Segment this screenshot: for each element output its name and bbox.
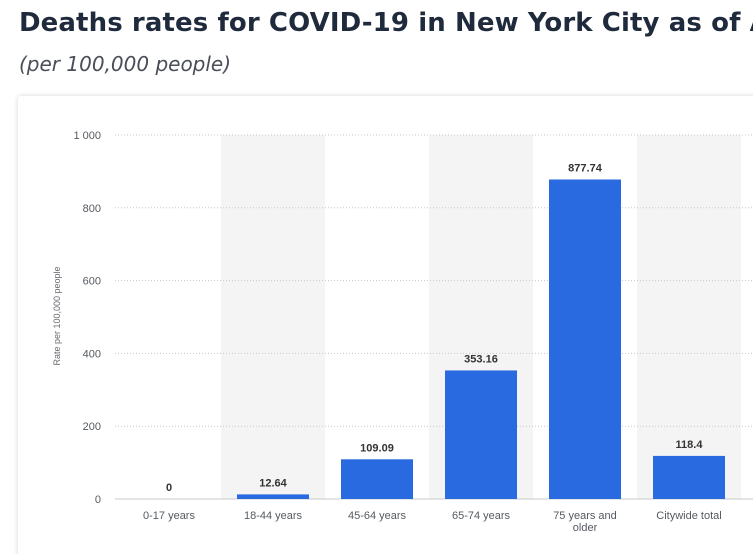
value-label: 109.09 xyxy=(360,442,394,454)
bar xyxy=(341,459,413,499)
y-tick-label: 600 xyxy=(83,276,101,288)
y-tick-label: 400 xyxy=(83,348,101,360)
value-label: 353.16 xyxy=(464,353,498,365)
value-label: 0 xyxy=(166,482,172,494)
value-label: 118.4 xyxy=(676,439,704,451)
chart-subtitle: (per 100,000 people) xyxy=(19,52,232,76)
bar xyxy=(445,370,517,499)
value-label: 12.64 xyxy=(259,477,287,489)
chart-title: Deaths rates for COVID-19 in New York Ci… xyxy=(19,8,753,38)
chart-card: 0 200 400 600 800 1 000 0 12.64 109.09 353.16 877… xyxy=(18,96,753,554)
x-tick-label: 18-44 years xyxy=(244,510,303,522)
x-tick-label: Citywide total xyxy=(656,510,721,522)
bar xyxy=(653,455,725,499)
bars xyxy=(237,179,725,500)
y-axis-ticks: 0 200 400 600 800 1 000 xyxy=(73,130,101,506)
category-band xyxy=(221,135,325,499)
y-axis-label: Rate per 100,000 people xyxy=(52,266,62,365)
y-tick-label: 800 xyxy=(83,203,101,215)
x-tick-label: 75 years and xyxy=(553,510,617,522)
x-tick-label: 65-74 years xyxy=(452,510,511,522)
category-bands xyxy=(221,135,741,499)
category-band xyxy=(637,135,741,499)
bar xyxy=(549,179,621,500)
x-tick-label: 45-64 years xyxy=(348,510,407,522)
x-tick-label: older xyxy=(573,522,598,534)
y-tick-label: 0 xyxy=(95,494,101,506)
y-tick-label: 1 000 xyxy=(73,130,101,142)
bar-chart: 0 200 400 600 800 1 000 0 12.64 109.09 353.16 877… xyxy=(52,130,753,534)
value-labels: 0 12.64 109.09 353.16 877.74 118.4 xyxy=(166,163,703,494)
x-axis-labels: 0-17 years 18-44 years 45-64 years 65-74 ye… xyxy=(143,510,722,534)
value-label: 877.74 xyxy=(568,163,603,175)
x-tick-label: 0-17 years xyxy=(143,510,195,522)
bar xyxy=(237,494,309,499)
y-tick-label: 200 xyxy=(83,421,101,433)
